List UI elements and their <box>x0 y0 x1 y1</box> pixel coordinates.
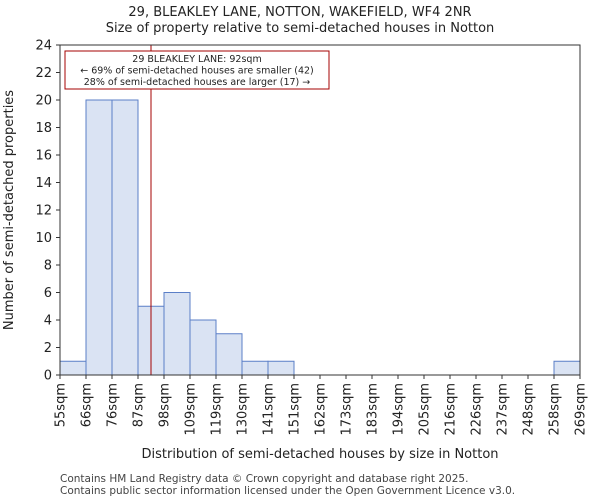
x-tick-label: 98sqm <box>158 383 173 427</box>
bar-55sqm <box>59 360 87 376</box>
y-tick-label: 10 <box>35 231 52 246</box>
y-axis-label: Number of semi-detached properties <box>2 90 17 330</box>
bar-76sqm <box>111 99 139 376</box>
x-axis: 55sqm 66sqm 76sqm 87sqm 98sqm 109sqm 119sqm 130… <box>54 375 589 436</box>
x-tick-label: 183sqm <box>366 383 381 436</box>
x-tick-label: 109sqm <box>184 383 199 436</box>
bar-141sqm <box>267 360 295 376</box>
x-tick-label: 205sqm <box>418 383 433 436</box>
y-tick-label: 2 <box>44 341 52 356</box>
y-tick-label: 18 <box>35 121 52 136</box>
y-tick-label: 22 <box>35 66 52 81</box>
x-tick-label: 162sqm <box>314 383 329 436</box>
bar-98sqm <box>163 292 191 376</box>
annotation-line-3: 28% of semi-detached houses are larger (… <box>84 77 311 88</box>
bar-119sqm <box>215 333 243 376</box>
x-tick-label: 194sqm <box>392 383 407 436</box>
x-tick-label: 130sqm <box>236 383 251 436</box>
bar-109sqm <box>189 319 217 376</box>
y-tick-label: 20 <box>35 94 52 109</box>
y-tick-label: 8 <box>44 259 52 274</box>
y-tick-label: 16 <box>35 149 52 164</box>
x-tick-label: 87sqm <box>132 383 147 427</box>
plot-area <box>59 44 581 376</box>
x-tick-label: 248sqm <box>522 383 537 436</box>
bars-group <box>59 99 581 376</box>
y-tick-label: 6 <box>44 286 52 301</box>
bar-130sqm <box>241 360 269 376</box>
x-tick-label: 119sqm <box>210 383 225 436</box>
x-tick-label: 173sqm <box>340 383 355 436</box>
x-tick-label: 151sqm <box>288 383 303 436</box>
x-axis-label: Distribution of semi-detached houses by … <box>141 447 498 462</box>
x-tick-label: 66sqm <box>80 383 95 427</box>
annotation-box <box>64 50 330 90</box>
x-tick-label: 269sqm <box>574 383 589 436</box>
footer-line-2: Contains public sector information licen… <box>60 485 515 497</box>
annotation-line-1: 29 BLEAKLEY LANE: 92sqm <box>132 54 261 65</box>
annotation-line-2: ← 69% of semi-detached houses are smalle… <box>80 66 314 77</box>
chart-subtitle: Size of property relative to semi-detach… <box>106 21 495 36</box>
x-tick-label: 141sqm <box>262 383 277 436</box>
y-tick-label: 14 <box>35 176 52 191</box>
x-tick-label: 226sqm <box>470 383 485 436</box>
marker-group: 29 BLEAKLEY LANE: 92sqm← 69% of semi-det… <box>64 45 330 375</box>
chart-title: 29, BLEAKLEY LANE, NOTTON, WAKEFIELD, WF… <box>128 5 471 20</box>
y-tick-label: 12 <box>35 204 52 219</box>
y-tick-label: 24 <box>35 39 52 54</box>
y-tick-label: 0 <box>44 369 52 384</box>
x-tick-label: 76sqm <box>106 383 121 427</box>
y-tick-label: 4 <box>44 314 52 329</box>
bar-66sqm <box>85 99 113 376</box>
x-tick-label: 55sqm <box>54 383 69 427</box>
x-tick-label: 237sqm <box>496 383 511 436</box>
bar-258sqm <box>553 360 581 376</box>
x-tick-label: 258sqm <box>548 383 563 436</box>
footer-line-1: Contains HM Land Registry data © Crown c… <box>60 473 468 485</box>
x-tick-label: 216sqm <box>444 383 459 436</box>
